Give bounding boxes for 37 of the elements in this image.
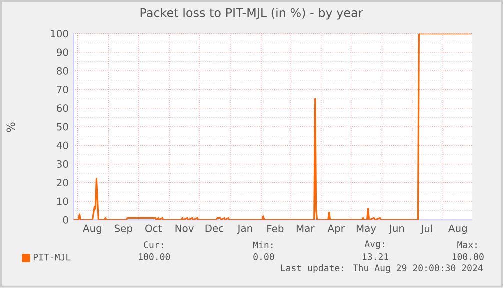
x-tick-label: Aug (83, 224, 102, 234)
x-tick-label: Dec (206, 224, 224, 232)
text: Cur: (144, 242, 164, 249)
y-tick-label: 30 (57, 160, 68, 168)
text: Last update: Thu Aug 29 20:00:30 2024 (281, 264, 483, 274)
y-tick-label: 20 (57, 179, 68, 187)
x-tick-label: May (356, 224, 376, 234)
x-tick-label: Jun (388, 224, 404, 234)
x-tick-label: Sep (114, 224, 132, 234)
text: Max: (458, 242, 477, 248)
x-tick-label: Apr (328, 224, 345, 234)
y-tick-label: 40 (56, 142, 68, 150)
text: 100.00 (139, 254, 170, 260)
x-tick-label: Jul (420, 224, 432, 234)
y-tick-label: 60 (57, 104, 68, 112)
text: Avg: (364, 240, 384, 250)
y-tick-label: 0 (63, 216, 68, 224)
y-tick-label: 80 (57, 67, 68, 75)
y-tick-label: 10 (57, 198, 68, 206)
x-tick-label: Jan (237, 224, 252, 234)
text: 0.00 (254, 254, 274, 260)
text: 13.21 (363, 254, 388, 260)
chart-title: Packet loss to PIT-MJL (in %) - by year (140, 8, 364, 20)
x-tick-label: Aug (448, 224, 467, 234)
y-tick-label: 100 (51, 30, 68, 38)
legend-label: PIT-MJL (34, 254, 71, 261)
text: Min: (253, 242, 273, 249)
x-tick-label: Mar (296, 224, 315, 232)
x-tick-label: Oct (146, 224, 162, 232)
x-tick-label: Feb (268, 224, 284, 233)
y-tick-label: 90 (56, 48, 68, 56)
y-axis-title: % (6, 122, 16, 132)
x-tick-label: Nov (176, 224, 194, 232)
text: 100.00 (452, 254, 484, 260)
y-tick-label: 50 (57, 123, 68, 131)
line-series (74, 34, 472, 220)
y-tick-label: 70 (57, 86, 68, 94)
